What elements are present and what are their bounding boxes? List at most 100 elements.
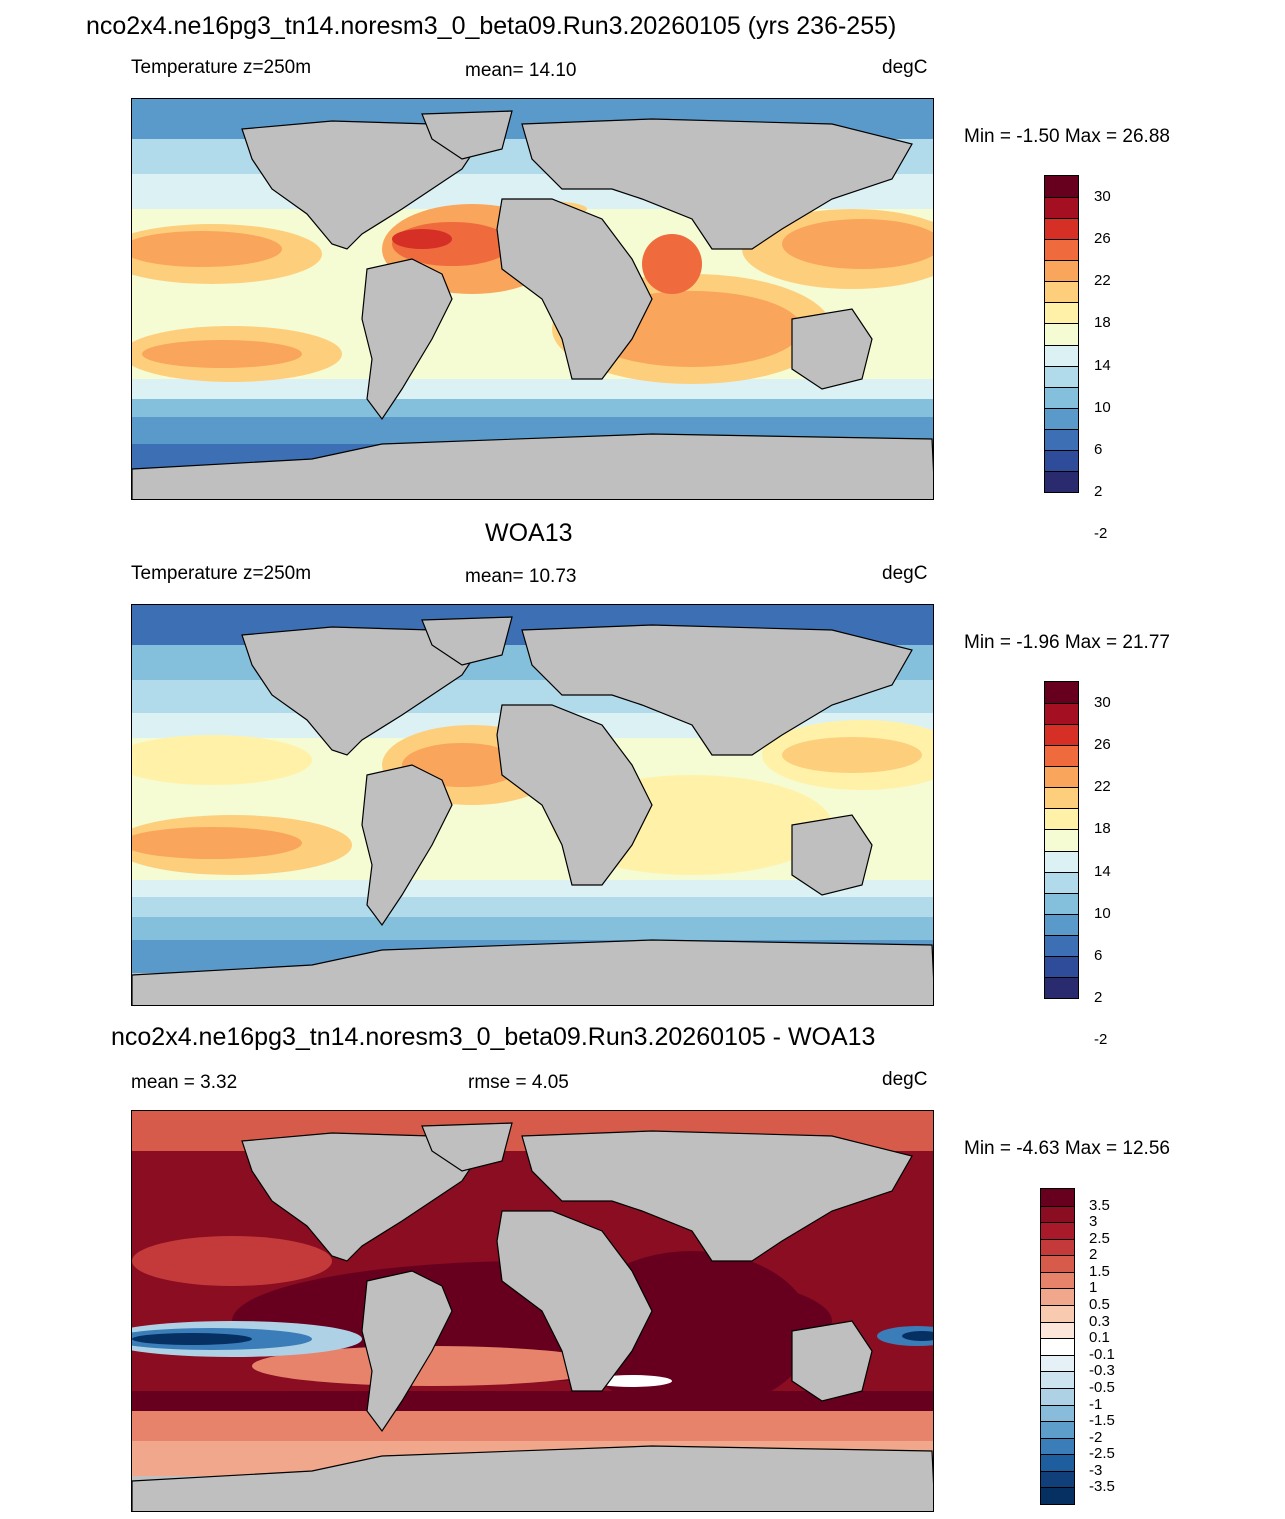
difference-map (131, 1110, 934, 1512)
colorbar-tick-label: 3 (1089, 1213, 1098, 1231)
colorbar-tick-label: 2 (1094, 989, 1103, 1006)
colorbar-swatch (1041, 1271, 1074, 1289)
colorbar-swatch (1041, 1354, 1074, 1372)
colorbar-tick-label: -3 (1089, 1461, 1103, 1479)
colorbar-swatch (1045, 829, 1078, 851)
colorbar-tick-label: 0.1 (1089, 1329, 1110, 1347)
colorbar-tick-label: 1.5 (1089, 1262, 1110, 1280)
panel2-variable-label: Temperature z=250m (131, 563, 312, 584)
colorbar-swatch (1041, 1387, 1074, 1405)
colorbar-swatch (1045, 197, 1078, 219)
colorbar-swatch (1045, 871, 1078, 893)
panel1-mean-label: mean= 14.10 (465, 60, 577, 81)
colorbar-swatch (1045, 808, 1078, 830)
colorbar-tick-label: 14 (1094, 862, 1111, 880)
colorbar-tick-label: 6 (1094, 440, 1103, 458)
colorbar-swatch (1045, 850, 1078, 872)
colorbar-swatch (1041, 1205, 1074, 1223)
colorbar-tick-label: -0.1 (1089, 1345, 1115, 1363)
colorbar-swatch (1045, 449, 1078, 471)
colorbar-swatch (1041, 1470, 1074, 1488)
colorbar-swatch (1045, 281, 1078, 303)
panel3-units-label: degC (882, 1069, 928, 1090)
colorbar-swatch (1045, 745, 1078, 767)
colorbar-model (1044, 175, 1079, 493)
colorbar-tick-label: 0.3 (1089, 1312, 1110, 1330)
colorbar-swatch (1045, 976, 1078, 998)
colorbar-swatch (1041, 1487, 1074, 1504)
panel2-minmax: Min = -1.96 Max = 21.77 (964, 632, 1170, 653)
colorbar-swatch (1045, 724, 1078, 746)
panel3-mean-label: mean = 3.32 (131, 1072, 238, 1093)
colorbar-swatch (1045, 260, 1078, 282)
colorbar-tick-label: 30 (1094, 694, 1111, 712)
colorbar-swatch (1041, 1255, 1074, 1272)
colorbar-tick-label: 0.5 (1089, 1296, 1110, 1314)
colorbar-tick-label: 22 (1094, 272, 1111, 290)
colorbar-swatch (1041, 1238, 1074, 1256)
colorbar-swatch (1045, 470, 1078, 492)
colorbar-swatch (1045, 323, 1078, 345)
colorbar-tick-label: 1 (1089, 1279, 1098, 1297)
colorbar-swatch (1045, 365, 1078, 387)
colorbar-tick-label: -0.5 (1089, 1378, 1115, 1396)
colorbar-swatch (1041, 1288, 1074, 1306)
colorbar-tick-label: 14 (1094, 356, 1111, 374)
colorbar-woa13 (1044, 681, 1079, 999)
panel3-rmse-label: rmse = 4.05 (468, 1072, 569, 1093)
main-title: nco2x4.ne16pg3_tn14.noresm3_0_beta09.Run… (86, 12, 897, 40)
panel1-units-label: degC (882, 57, 928, 78)
colorbar-tick-label: -2.5 (1089, 1445, 1115, 1463)
colorbar-swatch (1041, 1404, 1074, 1422)
model-temperature-map (131, 98, 934, 500)
colorbar-swatch (1041, 1421, 1074, 1438)
colorbar-swatch (1045, 386, 1078, 408)
colorbar-swatch (1041, 1321, 1074, 1339)
colorbar-tick-label: -2 (1094, 525, 1108, 543)
colorbar-tick-label: -2 (1094, 1031, 1108, 1049)
colorbar-swatch (1041, 1437, 1074, 1455)
panel1-minmax: Min = -1.50 Max = 26.88 (964, 126, 1170, 147)
colorbar-tick-label: 10 (1094, 398, 1111, 416)
colorbar-swatch (1045, 407, 1078, 429)
colorbar-tick-label: -1.5 (1089, 1412, 1115, 1430)
colorbar-tick-label: -3.5 (1089, 1478, 1115, 1496)
colorbar-tick-label: 10 (1094, 904, 1111, 922)
colorbar-tick-label: 18 (1094, 820, 1111, 838)
colorbar-tick-label: 2 (1089, 1246, 1098, 1264)
colorbar-swatch (1045, 913, 1078, 935)
colorbar-swatch (1045, 218, 1078, 240)
colorbar-swatch (1045, 239, 1078, 261)
colorbar-swatch (1045, 344, 1078, 366)
colorbar-tick-label: 26 (1094, 736, 1111, 754)
colorbar-swatch (1045, 766, 1078, 788)
colorbar-swatch (1041, 1189, 1074, 1206)
panel2-mean-label: mean= 10.73 (465, 566, 577, 587)
colorbar-swatch (1045, 682, 1078, 704)
colorbar-tick-label: -0.3 (1089, 1362, 1115, 1380)
colorbar-swatch (1045, 302, 1078, 324)
colorbar-swatch (1045, 934, 1078, 956)
panel3-minmax: Min = -4.63 Max = 12.56 (964, 1138, 1170, 1159)
panel2-units-label: degC (882, 563, 928, 584)
colorbar-swatch (1045, 892, 1078, 914)
colorbar-swatch (1045, 955, 1078, 977)
colorbar-swatch (1045, 703, 1078, 725)
colorbar-tick-label: 22 (1094, 778, 1111, 796)
colorbar-swatch (1045, 428, 1078, 450)
colorbar-tick-label: 3.5 (1089, 1196, 1110, 1214)
colorbar-swatch (1041, 1305, 1074, 1322)
colorbar-swatch (1041, 1371, 1074, 1388)
colorbar-tick-label: 2.5 (1089, 1229, 1110, 1247)
woa13-temperature-map (131, 604, 934, 1006)
colorbar-tick-label: -2 (1089, 1428, 1103, 1446)
colorbar-tick-label: 18 (1094, 314, 1111, 332)
colorbar-difference (1040, 1188, 1075, 1505)
colorbar-swatch (1041, 1454, 1074, 1471)
diff-title: nco2x4.ne16pg3_tn14.noresm3_0_beta09.Run… (111, 1023, 876, 1051)
colorbar-tick-label: 2 (1094, 483, 1103, 500)
colorbar-tick-label: 26 (1094, 230, 1111, 248)
colorbar-swatch (1045, 176, 1078, 198)
panel1-variable-label: Temperature z=250m (131, 57, 312, 78)
obs-title: WOA13 (485, 519, 573, 547)
